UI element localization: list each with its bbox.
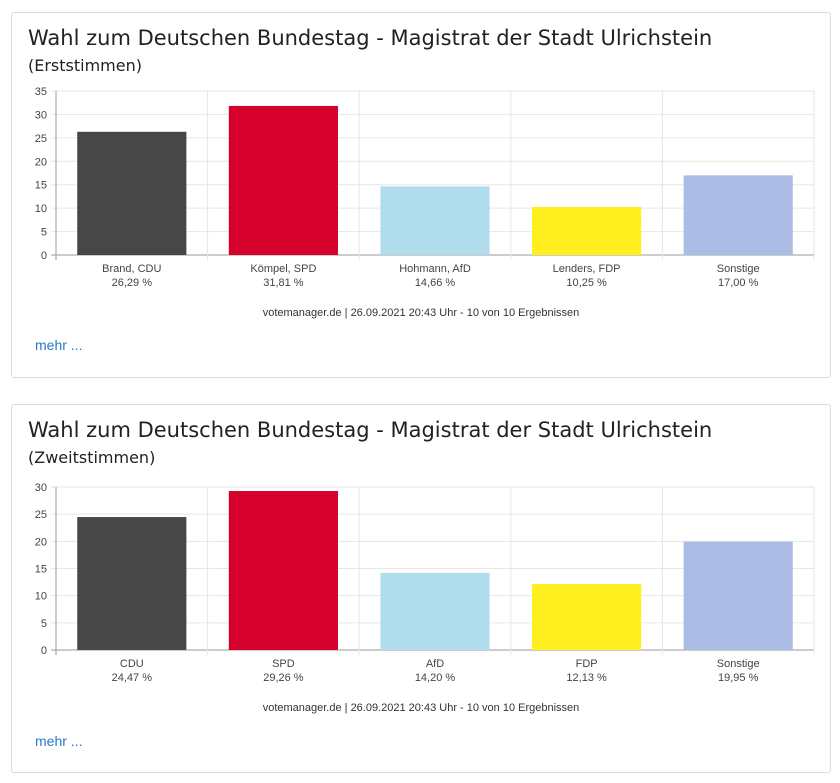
y-tick-label: 5: [41, 618, 47, 630]
bar-chart-zweitstimmen: 0 5 10 15 20 25 30 CDU 24,47 % SPD 29,26 % AfD 14,20…: [35, 482, 815, 684]
y-tick-label: 0: [41, 250, 47, 262]
x-tick-label: FDP: [576, 658, 598, 670]
chart-subtitle: (Zweitstimmen): [28, 448, 156, 467]
more-link[interactable]: mehr ...: [35, 733, 83, 749]
y-tick-label: 15: [35, 564, 47, 576]
bar[interactable]: [683, 541, 793, 650]
more-link[interactable]: mehr ...: [35, 337, 83, 353]
data-label: 10,25 %: [566, 277, 607, 289]
chart-footer: votemanager.de | 26.09.2021 20:43 Uhr - …: [262, 307, 580, 319]
y-tick-label: 5: [41, 227, 47, 239]
x-tick-label: Sonstige: [717, 658, 760, 670]
y-tick-label: 10: [35, 203, 47, 215]
chart-footer: votemanager.de | 26.09.2021 20:43 Uhr - …: [262, 702, 580, 714]
chart-card-zweitstimmen: Wahl zum Deutschen Bundestag - Magistrat…: [11, 404, 831, 773]
data-label: 14,20 %: [415, 672, 456, 684]
y-tick-label: 0: [41, 645, 47, 657]
y-tick-label: 10: [35, 591, 47, 603]
data-label: 24,47 %: [112, 672, 153, 684]
x-tick-label: SPD: [272, 658, 295, 670]
y-tick-label: 25: [35, 509, 47, 521]
data-label: 17,00 %: [718, 277, 759, 289]
data-label: 12,13 %: [566, 672, 607, 684]
bar[interactable]: [228, 105, 338, 256]
y-tick-label: 30: [35, 482, 47, 494]
y-tick-label: 30: [35, 109, 47, 121]
y-tick-label: 20: [35, 156, 47, 168]
x-tick-label: AfD: [426, 658, 444, 670]
bar[interactable]: [228, 491, 338, 650]
data-label: 14,66 %: [415, 277, 456, 289]
chart-subtitle: (Erststimmen): [28, 56, 142, 75]
bar[interactable]: [77, 131, 187, 255]
y-tick-label: 20: [35, 536, 47, 548]
chart-card-erststimmen: Wahl zum Deutschen Bundestag - Magistrat…: [11, 12, 831, 378]
x-tick-label: CDU: [120, 658, 144, 670]
bar[interactable]: [380, 572, 490, 650]
bar-chart-erststimmen: 0 5 10 15 20 25 30 35 Brand, CDU 26,29 % Kömpel, S…: [35, 86, 815, 289]
bar[interactable]: [77, 517, 187, 650]
y-tick-label: 15: [35, 180, 47, 192]
x-tick-label: Lenders, FDP: [553, 263, 621, 275]
chart-title: Wahl zum Deutschen Bundestag - Magistrat…: [28, 26, 713, 50]
x-tick-label: Kömpel, SPD: [250, 263, 316, 275]
bar[interactable]: [532, 206, 642, 255]
data-label: 29,26 %: [263, 672, 304, 684]
bar[interactable]: [683, 175, 793, 255]
chart-title: Wahl zum Deutschen Bundestag - Magistrat…: [28, 418, 713, 442]
y-tick-label: 35: [35, 86, 47, 98]
x-tick-label: Sonstige: [717, 263, 760, 275]
x-tick-label: Hohmann, AfD: [399, 263, 471, 275]
bar[interactable]: [380, 186, 490, 255]
data-label: 31,81 %: [263, 277, 304, 289]
bar[interactable]: [532, 584, 642, 650]
y-tick-label: 25: [35, 133, 47, 145]
x-tick-label: Brand, CDU: [102, 263, 161, 275]
data-label: 19,95 %: [718, 672, 759, 684]
data-label: 26,29 %: [112, 277, 153, 289]
